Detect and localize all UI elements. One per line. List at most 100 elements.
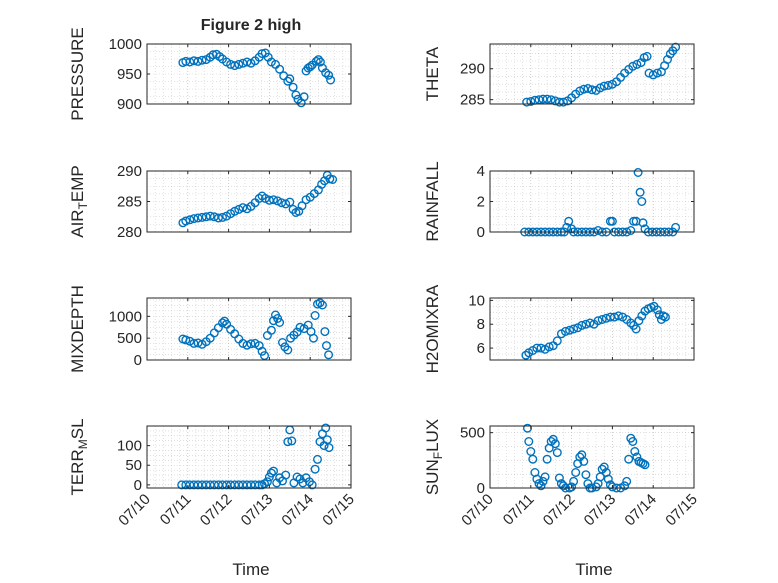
data-point: [193, 56, 203, 66]
data-point: [593, 225, 603, 235]
y-tick-label: 1000: [109, 36, 142, 53]
data-point: [536, 481, 546, 491]
data-point: [540, 472, 550, 482]
data-point: [254, 480, 264, 490]
x-axis-label-left: Time: [232, 560, 269, 579]
y-tick-label: 50: [125, 457, 142, 474]
y-tick-label: 100: [117, 438, 142, 455]
data-point: [324, 70, 334, 80]
data-point: [652, 305, 662, 315]
data-point: [313, 454, 323, 464]
data-point: [628, 437, 638, 447]
y-tick-label: 500: [460, 425, 485, 442]
data-point: [637, 196, 647, 206]
plot-area: [490, 298, 694, 360]
data-point: [299, 92, 309, 102]
y-axis-label: H2OMIXRA: [423, 284, 442, 373]
axes-box: [489, 425, 695, 489]
grid-lines: [490, 298, 695, 361]
data-point: [652, 68, 662, 78]
data-point: [635, 187, 645, 197]
data-point: [593, 316, 603, 326]
data-point: [558, 97, 568, 107]
data-point: [622, 476, 632, 486]
data-series: [522, 42, 681, 107]
data-point: [532, 343, 542, 353]
data-point: [208, 50, 218, 60]
data-point: [278, 338, 288, 348]
data-point: [536, 343, 546, 353]
y-axis-label: TERRMSL: [68, 418, 90, 495]
data-point: [524, 437, 534, 447]
y-tick-label: 0: [134, 352, 142, 369]
data-point: [313, 55, 323, 65]
data-point: [544, 342, 554, 352]
data-point: [550, 439, 560, 449]
axes-box: [146, 297, 352, 361]
y-axis-label: AIRTEMP: [68, 165, 90, 238]
data-point: [283, 345, 293, 355]
data-point: [660, 312, 670, 322]
data-point: [197, 55, 207, 65]
data-point: [528, 454, 538, 464]
data-point: [538, 476, 548, 486]
data-point: [671, 222, 681, 232]
data-point: [542, 454, 552, 464]
data-point: [526, 96, 536, 106]
data-point: [630, 447, 640, 457]
data-point: [620, 481, 630, 491]
data-point: [581, 470, 591, 480]
data-point: [546, 95, 556, 105]
data-point: [311, 56, 321, 66]
data-series: [178, 170, 338, 228]
subplot-5: 0 500 1000 MIXDEPTH: [68, 285, 352, 373]
data-point: [583, 83, 593, 93]
y-axis-label: SUNFLUX: [423, 419, 445, 495]
data-point: [626, 318, 636, 328]
data-point: [671, 42, 681, 52]
y-tick-label: 290: [117, 163, 142, 180]
data-point: [283, 437, 293, 447]
data-point: [614, 311, 624, 321]
data-point: [569, 324, 579, 334]
data-point: [326, 75, 336, 85]
data-point: [552, 448, 562, 458]
grid-lines: [490, 426, 695, 489]
data-point: [193, 213, 203, 223]
y-tick-label: 0: [477, 480, 485, 497]
data-point: [324, 443, 334, 453]
data-point: [542, 94, 552, 104]
y-tick-label: 0: [134, 477, 142, 494]
y-tick-label: 2: [477, 194, 485, 211]
data-point: [567, 482, 577, 492]
data-point: [607, 482, 617, 492]
data-point: [281, 199, 291, 209]
data-point: [321, 423, 331, 433]
data-point: [626, 225, 636, 235]
data-point: [597, 315, 607, 325]
axes-box: [489, 297, 695, 361]
data-point: [315, 298, 325, 308]
data-point: [569, 476, 579, 486]
y-tick-label: 280: [117, 224, 142, 241]
data-point: [269, 195, 279, 205]
data-point: [565, 325, 575, 335]
data-point: [599, 81, 609, 91]
data-point: [275, 318, 285, 328]
data-point: [189, 214, 199, 224]
data-point: [317, 300, 327, 310]
y-axis-label: PRESSURE: [68, 27, 87, 121]
data-point: [295, 322, 305, 332]
y-tick-label: 0: [477, 224, 485, 241]
data-series: [178, 298, 334, 361]
data-point: [632, 59, 642, 69]
data-point: [320, 327, 330, 337]
data-series: [178, 48, 336, 108]
data-point: [640, 460, 650, 470]
y-tick-label: 10: [468, 292, 485, 309]
data-point: [532, 474, 542, 484]
data-point: [281, 470, 291, 480]
y-tick-label: 500: [117, 330, 142, 347]
y-tick-label: 950: [117, 66, 142, 83]
